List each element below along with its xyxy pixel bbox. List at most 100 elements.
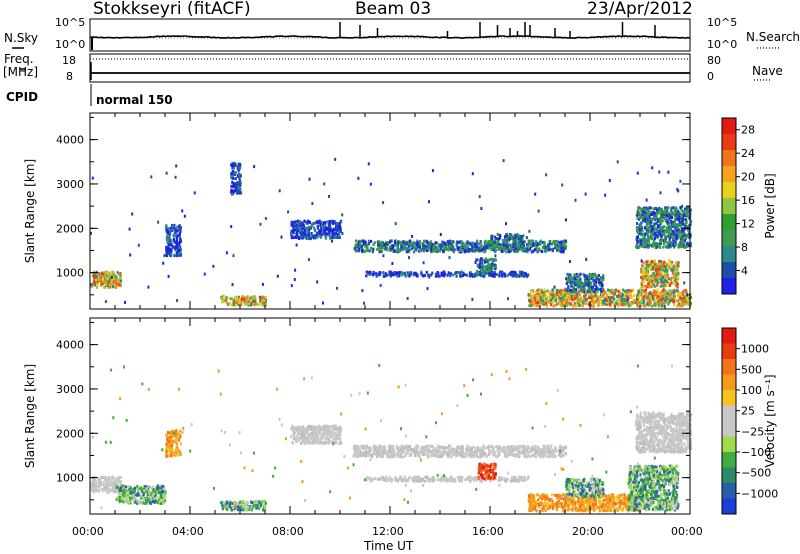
power-cell <box>484 265 488 269</box>
power-cell <box>506 238 509 242</box>
power-cell <box>590 296 593 300</box>
power-cell <box>687 213 690 217</box>
power-cell <box>426 246 429 250</box>
power-cell <box>305 221 308 225</box>
power-cell <box>639 232 642 236</box>
power-cell <box>460 241 463 245</box>
power-cell <box>673 264 676 268</box>
power-cell <box>339 226 342 229</box>
power-colorbar-label: Power [dB] <box>763 173 777 238</box>
power-speckle <box>422 261 425 265</box>
power-cell <box>663 264 667 268</box>
power-cell <box>679 235 682 239</box>
power-speckle <box>664 237 667 241</box>
power-speckle <box>608 179 611 182</box>
velocity-cell <box>165 450 168 454</box>
power-cell <box>654 246 657 249</box>
power-cell <box>465 273 468 277</box>
power-cell <box>583 286 586 290</box>
power-cell <box>336 229 339 233</box>
power-cell <box>537 248 540 252</box>
power-cell <box>653 228 656 232</box>
power-cell <box>93 275 96 279</box>
power-cell <box>659 217 662 221</box>
power-cell <box>478 272 481 276</box>
power-cell <box>559 296 562 300</box>
power-cell <box>595 285 598 289</box>
power-cell <box>376 247 379 251</box>
velocity-cell <box>221 507 224 511</box>
power-cell <box>671 229 674 233</box>
power-cell <box>514 246 517 250</box>
power-speckle <box>681 204 684 208</box>
power-cell <box>565 298 569 302</box>
power-cell <box>532 295 535 298</box>
power-cell <box>385 248 388 252</box>
power-cell <box>226 302 229 306</box>
velocity-cell <box>242 508 245 512</box>
power-cell <box>500 273 503 277</box>
power-cell <box>101 277 105 281</box>
power-cell <box>406 271 409 275</box>
power-cell <box>175 244 178 248</box>
power-cell <box>639 242 642 246</box>
power-cell <box>251 302 254 306</box>
power-cell <box>677 228 680 232</box>
power-cell <box>536 250 539 254</box>
power-cell <box>95 278 98 282</box>
velocity-cell <box>260 503 263 507</box>
power-cell <box>492 240 495 244</box>
power-cell <box>658 297 661 301</box>
power-cell <box>382 271 385 275</box>
power-cell <box>534 304 537 308</box>
power-speckle <box>230 225 233 229</box>
power-cell <box>670 281 673 285</box>
power-cell <box>354 246 357 250</box>
power-cell <box>662 216 666 219</box>
power-cell <box>662 229 665 233</box>
power-cell <box>398 270 401 274</box>
power-cell <box>676 226 679 230</box>
power-cell <box>247 300 250 304</box>
power-cell <box>687 302 690 306</box>
power-cell <box>580 288 583 291</box>
power-speckle <box>474 260 477 264</box>
power-cell <box>459 271 462 275</box>
power-cell <box>614 301 617 305</box>
power-cell <box>534 248 537 252</box>
power-cell <box>380 241 383 245</box>
power-cell <box>573 289 576 293</box>
power-cell <box>529 301 532 305</box>
power-cell <box>493 274 496 278</box>
power-cell <box>661 268 665 272</box>
power-speckle <box>361 289 364 293</box>
power-cell <box>601 295 604 299</box>
velocity-cell <box>319 436 322 440</box>
power-cell <box>105 276 108 280</box>
velocity-cell <box>304 428 307 432</box>
velocity-cell <box>98 478 101 482</box>
power-cell <box>680 218 683 222</box>
power-cell <box>567 301 570 305</box>
power-cell <box>553 246 557 250</box>
velocity-cell <box>164 495 167 498</box>
power-cell <box>166 231 169 235</box>
power-cell <box>176 229 179 233</box>
power-cell <box>483 265 486 269</box>
noise-sky-line <box>89 35 691 40</box>
power-cell <box>651 227 654 231</box>
power-cell <box>415 274 419 278</box>
power-cell <box>635 302 638 305</box>
power-cell <box>490 257 493 261</box>
power-cell <box>672 206 675 210</box>
power-cell <box>433 242 436 246</box>
power-cell <box>254 299 257 303</box>
power-speckle <box>585 257 588 261</box>
power-cell <box>646 297 649 300</box>
power-cell <box>486 265 489 269</box>
power-cell <box>679 292 682 296</box>
power-speckle <box>537 209 540 213</box>
velocity-cell <box>123 491 126 495</box>
power-cell <box>322 223 325 227</box>
velocity-cell <box>101 476 104 479</box>
